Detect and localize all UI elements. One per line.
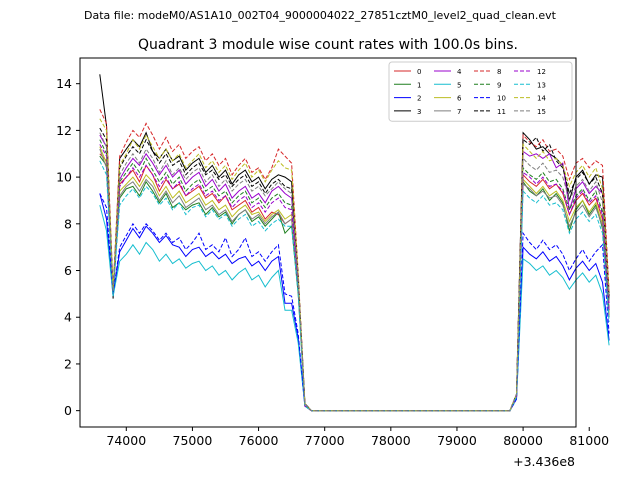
- legend-label-15: 15: [537, 108, 546, 116]
- series-line-7: [99, 148, 610, 412]
- series-line-14: [99, 118, 610, 412]
- plot-area: 74000 75000 76000 77000 78000 79000 80000 81000…: [56, 57, 610, 448]
- legend-label-2: 2: [417, 95, 421, 103]
- legend-label-8: 8: [497, 68, 501, 76]
- y-tick-label: 6: [64, 263, 72, 278]
- legend-label-1: 1: [417, 81, 421, 89]
- legend-label-14: 14: [537, 95, 546, 103]
- legend-label-10: 10: [497, 95, 506, 103]
- y-tick-label: 14: [56, 76, 72, 91]
- series-line-9: [99, 139, 610, 412]
- x-tick-label: 78000: [371, 433, 411, 448]
- x-tick-label: 79000: [437, 433, 477, 448]
- x-tick-label: 75000: [173, 433, 213, 448]
- suptitle: Data file: modeM0/AS1A10_002T04_90000040…: [84, 9, 557, 22]
- x-tick-label: 76000: [239, 433, 279, 448]
- x-tick-label: 74000: [106, 433, 146, 448]
- y-tick-label: 2: [64, 356, 72, 371]
- x-tick-label: 80000: [503, 433, 543, 448]
- y-tick-label: 4: [64, 310, 72, 325]
- series-line-15: [99, 132, 610, 412]
- series-line-13: [99, 160, 610, 412]
- series-line-10: [99, 193, 610, 412]
- legend-label-4: 4: [457, 68, 462, 76]
- y-tick-label: 8: [64, 216, 72, 231]
- chart-title: Quadrant 3 module wise count rates with …: [138, 37, 518, 53]
- axes-frame: [79, 57, 577, 428]
- series-line-6: [99, 146, 610, 412]
- series-line-5: [99, 204, 610, 412]
- legend-label-0: 0: [417, 68, 421, 76]
- legend-label-3: 3: [417, 108, 421, 116]
- series-line-2: [99, 193, 610, 412]
- legend-label-13: 13: [537, 81, 546, 89]
- x-tick-label: 77000: [305, 433, 345, 448]
- x-offset-label: +3.436e8: [513, 454, 575, 469]
- legend-label-11: 11: [497, 108, 506, 116]
- legend-label-5: 5: [457, 81, 461, 89]
- x-tick-label: 81000: [569, 433, 609, 448]
- series-line-4: [99, 134, 610, 412]
- series-line-11: [99, 127, 610, 412]
- series-line-1: [99, 155, 610, 412]
- y-tick-label: 0: [64, 403, 72, 418]
- series-line-12: [99, 144, 610, 412]
- legend-label-9: 9: [497, 81, 501, 89]
- legend-box: [388, 61, 573, 122]
- y-tick-label: 10: [56, 170, 72, 185]
- legend-label-12: 12: [537, 68, 546, 76]
- series-line-8: [99, 109, 610, 412]
- y-tick-label: 12: [56, 123, 72, 138]
- legend-label-7: 7: [457, 108, 461, 116]
- legend-label-6: 6: [457, 95, 462, 103]
